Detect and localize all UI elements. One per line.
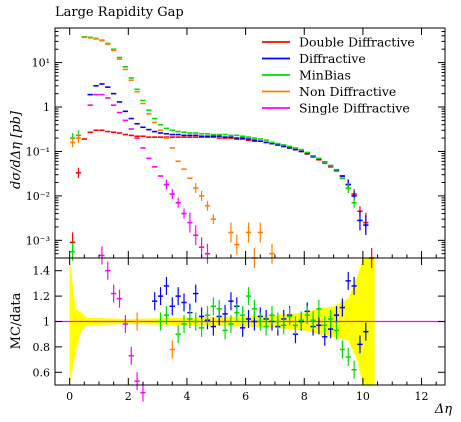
- ratio-series-3: [134, 312, 175, 359]
- ratio-y-tick-label: 1.4: [33, 265, 51, 278]
- ratio-y-tick-label: 0.8: [33, 341, 51, 354]
- x-tick-label: 0: [66, 390, 73, 403]
- series-0: [69, 129, 375, 268]
- x-tick-label: 2: [125, 390, 132, 403]
- legend-label: Single Diffractive: [299, 101, 410, 116]
- legend-label: Non Diffractive: [299, 84, 396, 99]
- x-tick-label: 6: [242, 390, 249, 403]
- main-panel-frame: [54, 27, 446, 259]
- y-tick-label: 10⁻³: [26, 234, 50, 247]
- legend-label: Diffractive: [299, 51, 366, 66]
- main-panel-data: [69, 36, 375, 268]
- ratio-y-tick-label: 1: [43, 316, 50, 329]
- legend-label: Double Diffractive: [299, 35, 415, 50]
- y-tick-label: 10⁻¹: [26, 145, 50, 158]
- series-4: [87, 93, 211, 264]
- panel-frames: [54, 27, 446, 386]
- legend-label: MinBias: [299, 68, 351, 83]
- y-tick-label: 1: [43, 101, 50, 114]
- x-tick-label: 8: [301, 390, 308, 403]
- x-tick-label: 12: [415, 390, 429, 403]
- series-3: [69, 36, 275, 268]
- x-tick-label: 4: [183, 390, 190, 403]
- ratio-series-0: [99, 246, 146, 402]
- y-tick-label: 10⁻²: [26, 190, 50, 203]
- y-axis-label-main: dσ/dΔη [pb]: [9, 110, 24, 189]
- ratio-y-tick-label: 0.6: [33, 366, 51, 379]
- series-1: [87, 83, 369, 236]
- y-tick-label: 10¹: [32, 57, 50, 70]
- x-tick-label: 10: [356, 390, 370, 403]
- y-axis-label-ratio: MC/data: [9, 292, 24, 349]
- ratio-y-tick-label: 1.2: [33, 290, 51, 303]
- ratio-series-2: [69, 242, 357, 379]
- chart-title: Large Rapidity Gap: [55, 5, 184, 20]
- axis-ticks: 0 2 4 6 8 10 12 10⁻³ 10⁻² 10⁻¹ 1 10¹ 0.6 0.8 1 1.2 1.4: [26, 27, 445, 403]
- ratio-uncertainty-band: [55, 258, 445, 385]
- x-axis-label: Δη: [434, 402, 452, 417]
- ratio-panel-data: [69, 242, 369, 402]
